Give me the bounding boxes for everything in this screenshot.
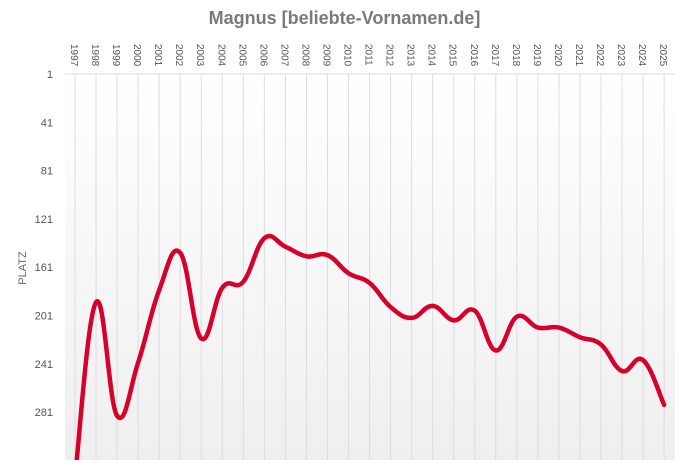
- x-tick-label: 2020: [552, 44, 563, 67]
- y-tick-label: 81: [41, 166, 53, 178]
- x-tick-label: 2010: [342, 44, 353, 67]
- y-tick-label: 41: [41, 117, 53, 129]
- y-axis-labels: 1 41 81 121 161 201 241 281: [35, 69, 53, 419]
- x-tick-label: 1997: [68, 44, 79, 67]
- x-tick-label: 2007: [278, 44, 289, 67]
- x-tick-label: 2005: [236, 44, 247, 67]
- x-tick-label: 2003: [194, 44, 205, 67]
- x-tick-label: 1999: [110, 44, 121, 67]
- x-tick-label: 2000: [131, 44, 142, 67]
- x-tick-label: 2002: [173, 44, 184, 67]
- y-tick-label: 281: [35, 407, 53, 419]
- x-tick-label: 2018: [510, 44, 521, 67]
- x-tick-label: 2025: [657, 44, 668, 67]
- x-tick-label: 2022: [594, 44, 605, 67]
- x-tick-label: 2006: [257, 44, 268, 67]
- y-tick-label: 161: [35, 262, 53, 274]
- x-tick-label: 2016: [468, 44, 479, 67]
- x-tick-label: 2009: [320, 44, 331, 67]
- x-tick-label: 1998: [89, 44, 100, 67]
- x-tick-label: 2008: [299, 44, 310, 67]
- series-line-magnus: [74, 233, 667, 460]
- gridlines: [74, 74, 665, 460]
- x-tick-label: 2021: [573, 44, 584, 67]
- x-tick-label: 2019: [531, 44, 542, 67]
- x-tick-label: 2014: [426, 44, 437, 67]
- x-axis-labels: 1997 1998 1999 2000 2001 2002 2003 2004 2005 2006…: [68, 44, 668, 67]
- x-tick-label: 2001: [152, 44, 163, 67]
- y-tick-label: 241: [35, 359, 53, 371]
- chart-title: Magnus [beliebte-Vornamen.de]: [208, 8, 481, 28]
- x-tick-label: 2013: [405, 44, 416, 67]
- x-tick-label: 2017: [489, 44, 500, 67]
- x-tick-label: 2012: [384, 44, 395, 67]
- x-tick-label: 2015: [447, 44, 458, 67]
- x-tick-label: 2011: [363, 44, 374, 66]
- y-tick-label: 1: [47, 69, 53, 81]
- y-tick-label: 121: [35, 214, 53, 226]
- x-tick-label: 2004: [215, 44, 226, 67]
- y-tick-label: 201: [35, 311, 53, 323]
- x-tick-label: 2024: [636, 44, 647, 67]
- x-tick-label: 2023: [615, 44, 626, 67]
- y-axis-title: PLATZ: [17, 251, 29, 285]
